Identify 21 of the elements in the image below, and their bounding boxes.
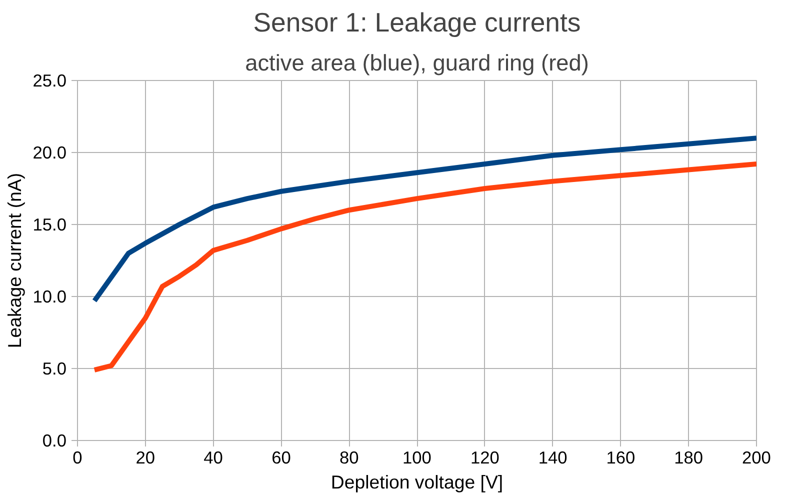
- x-tick-label: 80: [339, 448, 359, 468]
- chart-subtitle: active area (blue), guard ring (red): [245, 50, 589, 76]
- x-tick-label: 20: [136, 448, 156, 468]
- x-tick-label: 200: [742, 448, 771, 468]
- y-tick-label: 10.0: [32, 286, 67, 306]
- y-tick-label: 5.0: [42, 358, 67, 378]
- x-tick-label: 160: [606, 448, 636, 468]
- y-tick-label: 25.0: [32, 70, 67, 90]
- x-tick-label: 100: [402, 448, 432, 468]
- x-tick-label: 180: [674, 448, 704, 468]
- x-tick-label: 120: [470, 448, 500, 468]
- x-tick-label: 140: [538, 448, 568, 468]
- y-tick-label: 15.0: [32, 214, 67, 234]
- x-axis-title: Depletion voltage [V]: [330, 472, 504, 492]
- y-axis-title: Leakage current (nA): [4, 172, 25, 348]
- y-tick-label: 0.0: [42, 430, 67, 450]
- x-tick-label: 0: [72, 448, 82, 468]
- y-tick-label: 20.0: [32, 142, 67, 162]
- chart-title: Sensor 1: Leakage currents: [253, 8, 581, 38]
- x-tick-label: 40: [204, 448, 223, 468]
- x-tick-label: 60: [272, 448, 291, 468]
